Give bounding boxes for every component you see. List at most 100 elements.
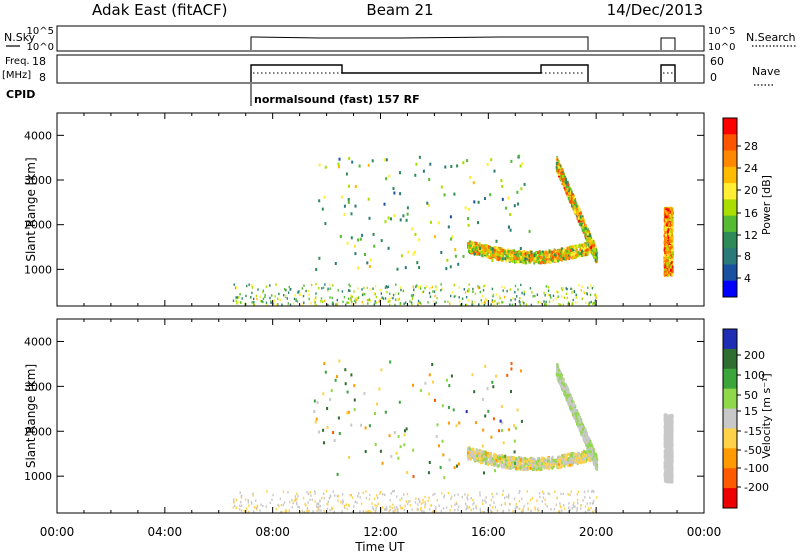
data-cell bbox=[574, 206, 577, 210]
data-cell bbox=[369, 299, 371, 303]
data-cell bbox=[324, 222, 327, 226]
data-cell bbox=[342, 300, 344, 304]
data-cell bbox=[497, 456, 500, 460]
data-cell bbox=[513, 249, 516, 253]
data-cell bbox=[541, 252, 544, 256]
data-cell bbox=[440, 289, 442, 292]
nave-label: Nave bbox=[752, 65, 780, 78]
data-cell bbox=[574, 505, 576, 508]
data-cell bbox=[493, 464, 496, 467]
data-cell bbox=[303, 284, 305, 287]
data-cell bbox=[331, 506, 333, 509]
data-cell bbox=[480, 244, 483, 248]
data-cell bbox=[527, 507, 529, 510]
data-cell bbox=[562, 255, 565, 259]
data-cell bbox=[290, 287, 292, 291]
data-cell bbox=[413, 250, 416, 254]
data-cell bbox=[476, 244, 479, 248]
data-cell bbox=[666, 264, 669, 268]
data-cell bbox=[571, 192, 574, 196]
data-cell bbox=[235, 296, 237, 299]
data-cell bbox=[367, 163, 370, 167]
data-cell bbox=[557, 163, 560, 166]
data-cell bbox=[372, 232, 375, 236]
data-cell bbox=[491, 247, 494, 251]
data-cell bbox=[504, 295, 506, 299]
data-cell bbox=[394, 508, 396, 511]
data-cell bbox=[560, 258, 563, 262]
data-cell bbox=[568, 458, 571, 462]
data-cell bbox=[341, 502, 344, 505]
data-cell bbox=[417, 302, 419, 305]
data-cell bbox=[594, 256, 597, 259]
data-cell bbox=[306, 490, 308, 494]
data-cell bbox=[558, 254, 561, 258]
data-cell bbox=[579, 245, 582, 249]
data-cell bbox=[671, 246, 674, 250]
data-cell bbox=[482, 499, 484, 502]
data-cell bbox=[592, 285, 595, 288]
data-cell bbox=[445, 267, 448, 271]
data-cell bbox=[524, 461, 527, 465]
data-cell bbox=[435, 301, 437, 304]
data-cell bbox=[543, 303, 546, 306]
freq-label: Freq. bbox=[5, 56, 30, 67]
data-cell bbox=[500, 252, 503, 255]
data-cell bbox=[296, 300, 299, 303]
data-cell bbox=[565, 287, 567, 290]
data-cell bbox=[377, 496, 379, 500]
data-cell bbox=[581, 460, 583, 464]
data-cell bbox=[541, 462, 544, 466]
data-cell bbox=[556, 251, 559, 255]
data-cell bbox=[664, 246, 667, 250]
data-cell bbox=[351, 160, 354, 164]
data-cell bbox=[370, 510, 372, 513]
data-cell bbox=[277, 503, 279, 507]
data-cell bbox=[429, 295, 432, 298]
data-cell bbox=[525, 303, 528, 306]
data-cell bbox=[522, 250, 525, 254]
data-cell bbox=[253, 506, 256, 509]
data-cell bbox=[560, 506, 562, 509]
data-cell bbox=[574, 452, 577, 456]
data-cell bbox=[580, 507, 582, 510]
data-cell bbox=[498, 251, 501, 255]
data-cell bbox=[252, 492, 254, 495]
data-cell bbox=[404, 301, 407, 304]
data-cell bbox=[418, 266, 421, 269]
data-cell bbox=[464, 291, 467, 294]
data-cell bbox=[331, 507, 334, 510]
data-cell bbox=[432, 493, 434, 496]
data-cell bbox=[562, 303, 565, 307]
data-cell bbox=[502, 493, 504, 496]
data-cell bbox=[326, 502, 328, 506]
data-cell bbox=[586, 232, 589, 236]
data-cell bbox=[482, 248, 485, 252]
data-cell bbox=[493, 501, 495, 504]
data-cell bbox=[575, 296, 577, 300]
data-cell bbox=[552, 253, 555, 257]
data-cell bbox=[358, 164, 361, 168]
data-cell bbox=[310, 283, 313, 287]
data-cell bbox=[670, 248, 673, 252]
data-cell bbox=[394, 292, 397, 295]
data-cell bbox=[584, 233, 587, 236]
data-cell bbox=[515, 457, 518, 461]
data-cell bbox=[382, 297, 385, 300]
data-cell bbox=[564, 175, 567, 179]
data-cell bbox=[441, 287, 443, 291]
data-cell bbox=[595, 253, 598, 257]
data-cell bbox=[265, 285, 268, 288]
data-cell bbox=[483, 251, 486, 255]
data-cell bbox=[492, 294, 494, 298]
data-cell bbox=[563, 251, 566, 255]
y-tick-label: 1000 bbox=[24, 263, 52, 276]
data-cell bbox=[527, 461, 530, 465]
data-cell bbox=[540, 256, 543, 259]
data-cell bbox=[539, 258, 542, 262]
data-cell bbox=[587, 242, 590, 246]
data-cell bbox=[589, 496, 591, 499]
data-cell bbox=[664, 211, 667, 215]
data-cell bbox=[443, 193, 446, 197]
data-cell bbox=[669, 236, 672, 240]
